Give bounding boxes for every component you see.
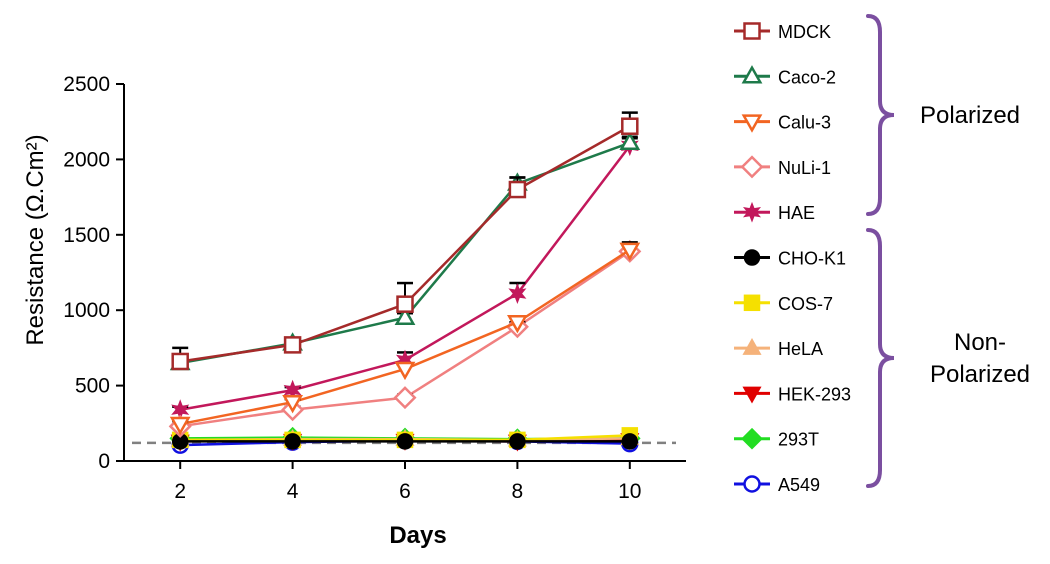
series-caco-2 [169, 131, 641, 371]
legend-label: HAE [778, 203, 815, 223]
series-line [179, 141, 631, 365]
marker [619, 242, 641, 262]
marker [743, 294, 761, 312]
y-tick-label: 2000 [63, 148, 110, 171]
marker [169, 416, 191, 436]
legend-label: MDCK [778, 22, 831, 42]
x-axis-title: Days [389, 522, 446, 549]
series-calu-3 [169, 241, 641, 436]
marker [282, 394, 303, 414]
y-tick-label: 500 [75, 375, 110, 398]
marker [742, 201, 762, 223]
marker [171, 352, 189, 371]
x-tick-label: 8 [512, 480, 524, 503]
legend-label: Caco-2 [778, 67, 836, 87]
marker [743, 22, 761, 40]
marker [284, 433, 301, 450]
x-tick-label: 10 [618, 480, 641, 503]
legend-label: HeLA [778, 339, 823, 359]
legend-item: 293T [734, 427, 819, 450]
marker [741, 114, 763, 133]
group-bracket [866, 14, 895, 216]
marker [509, 433, 526, 450]
marker [742, 337, 762, 355]
group-label-non-polarized: Polarized [930, 361, 1030, 388]
legend-item: HAE [734, 201, 815, 223]
legend-item: COS-7 [734, 294, 833, 314]
marker [394, 306, 416, 325]
marker [621, 117, 639, 135]
marker [741, 65, 763, 84]
group-label-polarized: Polarized [920, 102, 1020, 129]
marker [742, 386, 762, 404]
x-tick-label: 4 [287, 480, 299, 503]
y-tick-label: 1000 [63, 299, 110, 322]
axes: 0 500 1000 1500 2000 2500 2 4 6 8 10 [63, 73, 686, 503]
legend: MDCK Caco-2 Calu-3 NuLi-1 HAE CHO-K1 COS-7 HeLA… [734, 22, 851, 495]
y-tick-label: 1500 [63, 224, 110, 247]
legend-label: COS-7 [778, 294, 833, 314]
marker [741, 427, 763, 450]
legend-item: Calu-3 [734, 113, 831, 133]
group-label-non-polarized: Non- [954, 329, 1006, 356]
marker [396, 295, 414, 313]
legend-item: HEK-293 [734, 384, 851, 404]
marker [507, 315, 528, 334]
x-tick-label: 6 [399, 480, 411, 503]
legend-item: HeLA [734, 337, 823, 359]
series-layer [168, 111, 642, 454]
series-cho-k1 [171, 433, 639, 450]
legend-groups: Polarized Non- Polarized [866, 14, 1030, 488]
legend-item: MDCK [734, 22, 831, 42]
marker [394, 361, 416, 381]
marker [621, 433, 639, 450]
legend-item: Caco-2 [734, 65, 836, 87]
y-tick-label: 2500 [63, 73, 110, 96]
marker [508, 180, 527, 199]
legend-label: 293T [778, 430, 819, 450]
legend-label: A549 [778, 475, 820, 495]
marker [743, 249, 761, 266]
legend-label: Calu-3 [778, 113, 831, 133]
y-tick-label: 0 [98, 450, 110, 473]
legend-item: A549 [734, 475, 820, 495]
legend-item: NuLi-1 [734, 155, 831, 179]
legend-label: CHO-K1 [778, 249, 846, 269]
marker [740, 155, 764, 179]
x-tick-label: 2 [174, 480, 186, 503]
series-mdck [171, 111, 639, 371]
legend-item: CHO-K1 [734, 249, 846, 269]
y-axis-title: Resistance (Ω.Cm²) [22, 134, 49, 345]
marker [393, 386, 417, 410]
marker [396, 433, 414, 450]
marker [508, 283, 527, 304]
series-nuli-1 [168, 239, 642, 438]
legend-label: HEK-293 [778, 384, 851, 404]
marker [619, 131, 641, 151]
marker [743, 475, 761, 493]
marker [283, 336, 302, 354]
series-line [180, 125, 631, 363]
legend-label: NuLi-1 [778, 158, 831, 178]
group-bracket [866, 228, 895, 488]
